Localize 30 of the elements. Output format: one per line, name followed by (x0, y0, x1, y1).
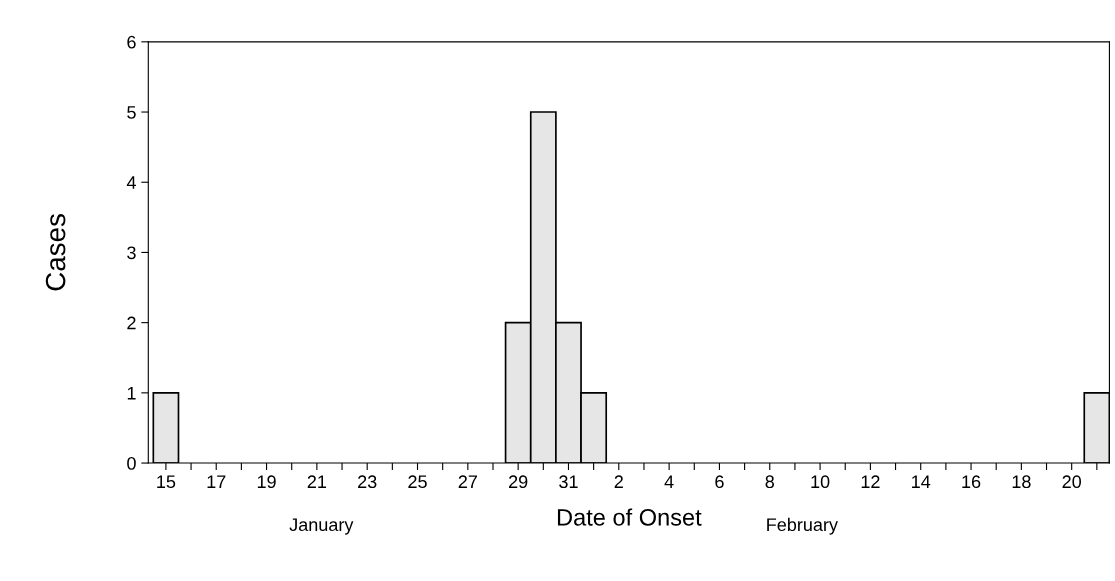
text: January (289, 518, 354, 535)
x-tick-label: 31 (559, 475, 578, 489)
x-tick-label: 2 (614, 475, 623, 488)
x-axis-title: Date of Onset (557, 508, 702, 526)
x-tick-label: 10 (811, 475, 830, 489)
x-tick-label: 14 (912, 475, 931, 488)
x-tick-label: 25 (408, 475, 427, 489)
x-tick-label: 23 (358, 475, 377, 489)
y-tick-label: 6 (127, 35, 136, 49)
x-tick-label: 15 (157, 475, 176, 489)
x-tick-label: 4 (664, 475, 674, 488)
y-axis-title: Cases (45, 214, 66, 291)
x-tick-label: 20 (1062, 475, 1082, 489)
x-tick-label: 12 (861, 475, 880, 488)
x-tick-label: 19 (257, 475, 276, 489)
x-tick-label: 18 (1012, 475, 1031, 489)
x-tick-label: 17 (207, 475, 226, 488)
x-tick-label: 29 (509, 475, 528, 489)
x-tick-label: 6 (715, 475, 724, 489)
text: February (767, 517, 838, 535)
x-tick-label: 8 (765, 475, 774, 489)
y-tick-label: 5 (127, 106, 136, 119)
y-tick-label: 0 (127, 456, 136, 470)
x-tick-label: 16 (962, 475, 981, 489)
y-tick-label: 1 (127, 386, 136, 400)
y-tick-label: 4 (126, 176, 136, 189)
x-tick-label: 27 (458, 475, 477, 488)
y-tick-label: 2 (127, 316, 136, 330)
y-tick-label: 3 (127, 246, 136, 260)
x-tick-label: 21 (307, 475, 327, 488)
